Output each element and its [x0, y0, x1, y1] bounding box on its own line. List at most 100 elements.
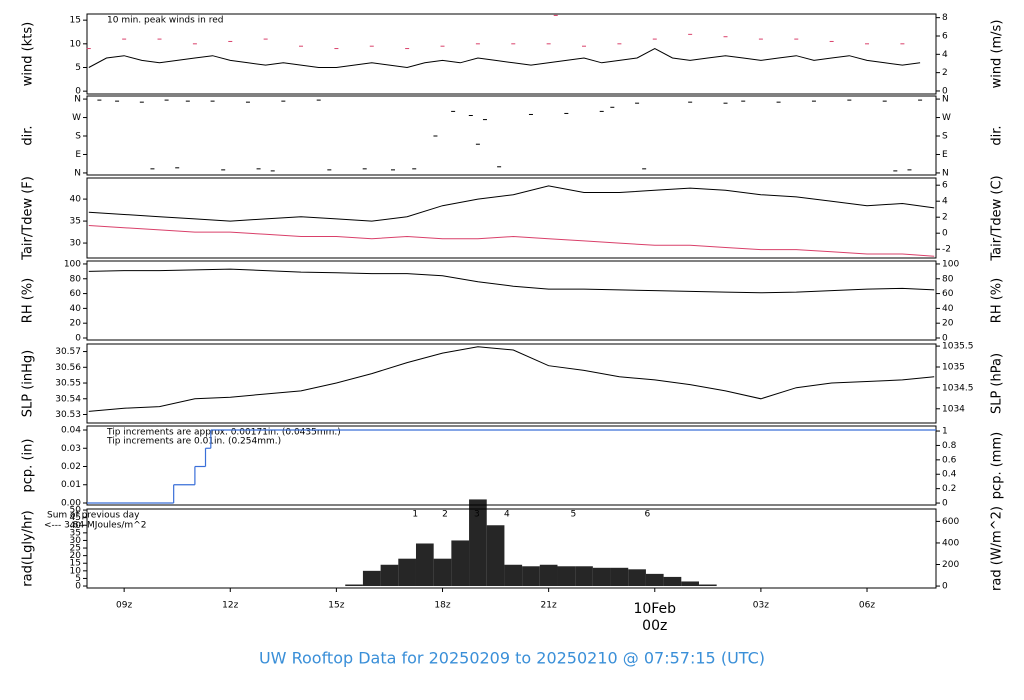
chart-title: UW Rooftop Data for 20250209 to 20250210…	[259, 649, 765, 668]
y-axis-label: rad(Lgly/hr)	[21, 510, 36, 586]
panel-frame	[86, 177, 937, 259]
bar	[415, 543, 434, 587]
y2-tick-label: 80	[942, 274, 954, 284]
y2-tick-label: -2	[942, 245, 951, 255]
y2-tick-label: 0.6	[942, 455, 957, 465]
uv-marker: 6	[644, 510, 650, 520]
y2-tick-label: 0	[942, 86, 948, 96]
y-tick-label: 15	[70, 16, 81, 26]
y-tick-label: 40	[70, 304, 82, 314]
bar	[592, 567, 611, 587]
bar	[663, 576, 682, 587]
data-line	[88, 346, 935, 412]
bar	[469, 499, 487, 587]
y-tick-label: 60	[70, 289, 82, 299]
y-tick-label: 30	[70, 536, 82, 546]
bar	[522, 566, 540, 587]
y2-tick-label: 0	[942, 582, 948, 592]
bar	[539, 564, 558, 587]
y-tick-label: 0	[75, 582, 81, 592]
y2-axis-label: Tair/Tdew (C)	[990, 175, 1005, 261]
y2-tick-label: 8	[942, 13, 948, 23]
y2-tick-label: S	[942, 132, 948, 142]
bar	[698, 584, 717, 587]
x-tick-label: 15z	[328, 601, 344, 611]
y-axis-label: wind (kts)	[21, 22, 36, 86]
bar	[575, 566, 593, 587]
y2-tick-label: N	[942, 168, 949, 178]
x-tick-label: 18z	[434, 601, 450, 611]
y2-axis-label: pcp. (mm)	[990, 432, 1005, 499]
x-tick-label: 06z	[859, 601, 875, 611]
annotation: Tip increments are 0.01in. (0.254mm.)	[106, 437, 281, 447]
y2-axis-label: SLP (hPa)	[990, 353, 1005, 414]
y2-tick-label: 0	[942, 334, 948, 344]
y2-tick-label: 20	[942, 319, 954, 329]
y2-tick-label: 1035.5	[942, 342, 974, 352]
y-tick-label: 40	[70, 521, 82, 531]
y2-tick-label: 40	[942, 304, 954, 314]
y2-tick-label: E	[942, 150, 948, 160]
y-tick-label: 15	[70, 559, 81, 569]
y-axis-label: SLP (inHg)	[21, 350, 36, 418]
y2-tick-label: 0.2	[942, 484, 956, 494]
y2-tick-label: 0	[942, 229, 948, 239]
y-tick-label: 25	[70, 544, 81, 554]
y-tick-label: 20	[70, 551, 82, 561]
y2-tick-label: 4	[942, 50, 948, 60]
annotation: 10 min. peak winds in red	[107, 16, 224, 26]
panel-frame	[86, 13, 937, 95]
bar	[380, 564, 399, 587]
y-tick-label: 30.53	[55, 410, 81, 420]
bar	[557, 566, 576, 587]
y-tick-label: 35	[70, 528, 81, 538]
y-tick-label: 5	[75, 63, 81, 73]
panel-frame	[86, 425, 937, 506]
y-axis-label: RH (%)	[21, 278, 36, 323]
y-tick-label: 0.01	[61, 480, 81, 490]
bar	[504, 564, 523, 587]
uv-marker: 4	[504, 510, 510, 520]
y-tick-label: 40	[70, 195, 82, 205]
y-tick-label: 35	[70, 217, 81, 227]
uv-marker: 1	[412, 510, 418, 520]
y-tick-label: 10	[70, 566, 82, 576]
y-tick-label: 0	[75, 334, 81, 344]
bar	[628, 569, 646, 587]
y-tick-label: E	[75, 150, 81, 160]
y-tick-label: 30	[70, 239, 82, 249]
y2-tick-label: 1035	[942, 362, 965, 372]
data-line	[88, 185, 935, 222]
y2-tick-label: 6	[942, 181, 948, 191]
y-tick-label: 30.56	[55, 363, 81, 373]
bar	[433, 558, 452, 587]
bar	[398, 558, 416, 587]
y2-tick-label: 0.8	[942, 441, 957, 451]
uv-marker: 5	[571, 510, 577, 520]
y2-tick-label: 60	[942, 289, 954, 299]
y2-tick-label: W	[942, 113, 951, 123]
bar	[486, 525, 505, 587]
y2-tick-label: 1	[942, 427, 948, 437]
y-tick-label: S	[75, 132, 81, 142]
y2-tick-label: 1034	[942, 404, 965, 414]
y2-tick-label: 600	[942, 517, 959, 527]
y2-axis-label: RH (%)	[990, 278, 1005, 323]
annotation: Tip increments are approx. 0.00171in. (0…	[106, 428, 341, 438]
y-tick-label: 30.54	[55, 394, 81, 404]
y2-axis-label: rad (W/m^2)	[990, 506, 1005, 591]
y-tick-label: W	[72, 113, 81, 123]
y2-tick-label: 0.4	[942, 470, 957, 480]
bar	[345, 584, 363, 587]
y-tick-label: 45	[70, 513, 81, 523]
y-tick-label: N	[74, 168, 81, 178]
x-tick-label: 21z	[541, 601, 557, 611]
data-line	[88, 48, 921, 69]
y2-tick-label: N	[942, 95, 949, 105]
bar	[681, 581, 699, 587]
y-tick-label: 80	[70, 274, 82, 284]
panel-frame	[86, 343, 937, 424]
y-tick-label: 0.00	[61, 498, 81, 508]
y-tick-label: 30.55	[55, 379, 81, 389]
